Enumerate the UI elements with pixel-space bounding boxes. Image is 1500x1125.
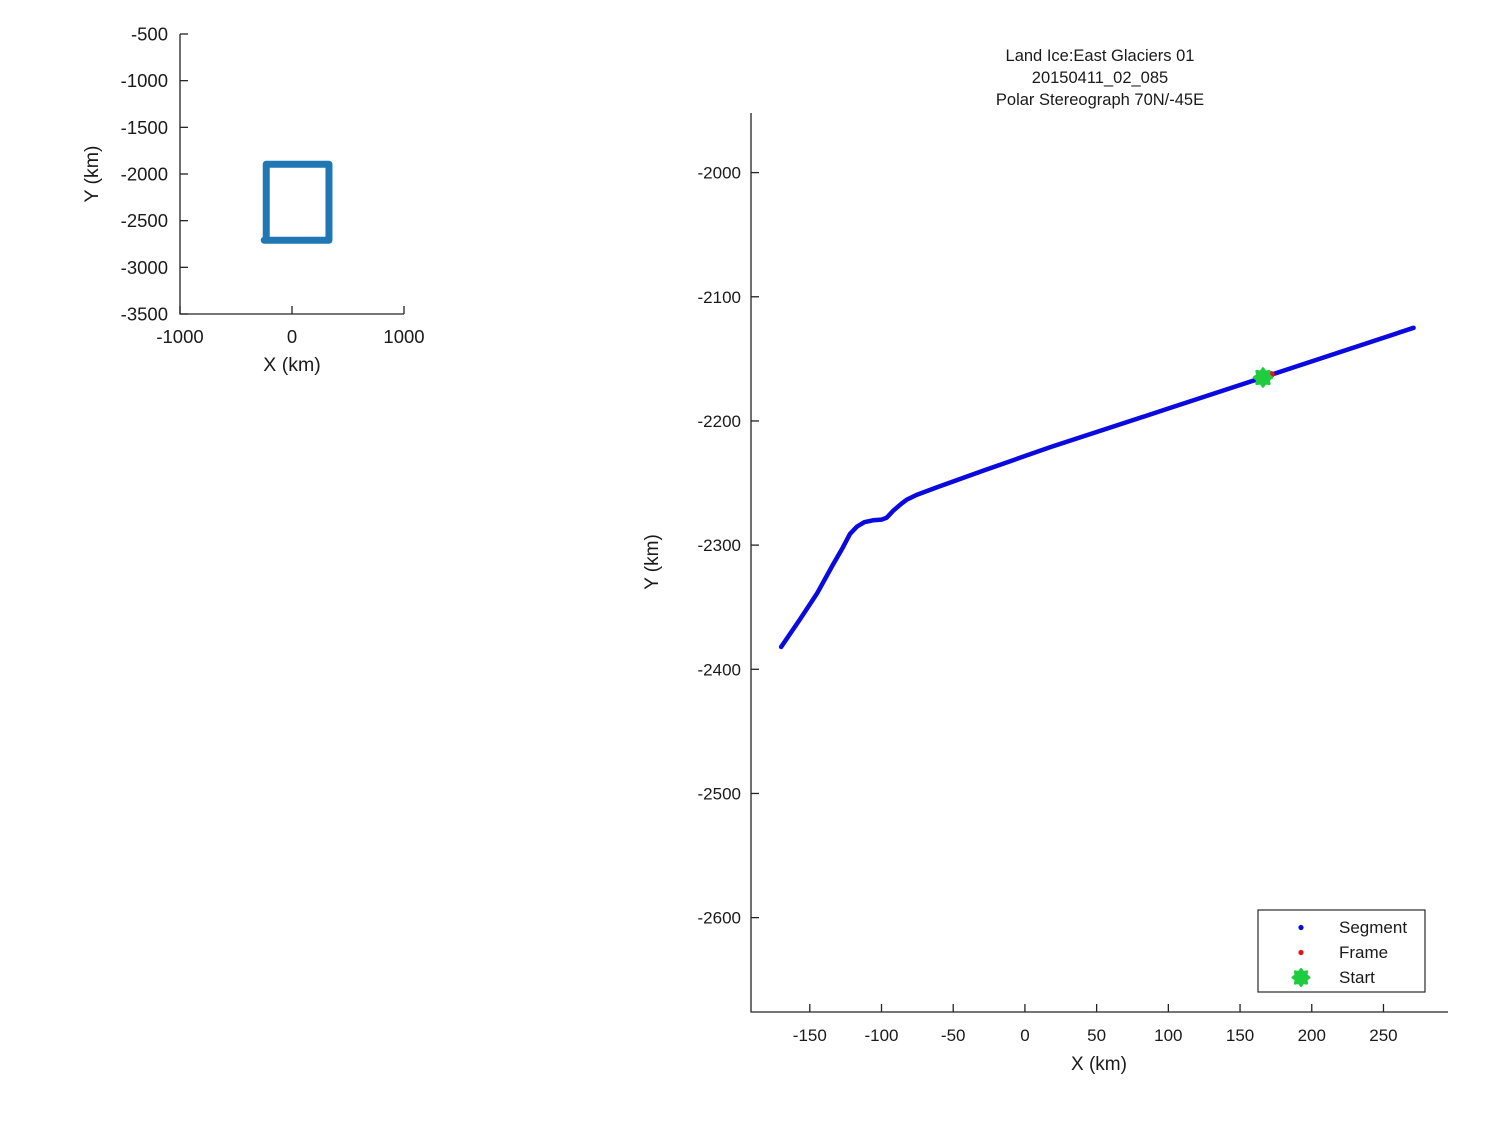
- track-markers: [1252, 367, 1275, 388]
- legend-label-start: Start: [1339, 968, 1375, 987]
- y-tick-label: -2200: [698, 412, 741, 431]
- start-marker: [1252, 367, 1274, 388]
- x-tick-label: 250: [1369, 1026, 1397, 1045]
- y-tick-label: -2600: [698, 909, 741, 928]
- y-tick-label: -2000: [698, 164, 741, 183]
- legend: Segment Frame Start: [1257, 909, 1426, 993]
- track-axes: -2000 -2100 -2200 -2300 -2400 -2500 -2600 -150 -…: [698, 113, 1448, 1045]
- axis-spines: [750, 113, 1448, 1013]
- y-tick-label: -2400: [698, 660, 741, 679]
- y-tick-label: -2300: [698, 536, 741, 555]
- y-tick-label: -1500: [121, 117, 168, 138]
- x-tick-label: 0: [1020, 1026, 1029, 1045]
- track-chart: Land Ice:East Glaciers 01 20150411_02_08…: [642, 47, 1448, 1075]
- x-tick-label: 50: [1087, 1026, 1106, 1045]
- x-tick-label: -150: [793, 1026, 827, 1045]
- overview-y-axis-label: Y (km): [81, 145, 103, 202]
- x-tick-label: 100: [1154, 1026, 1182, 1045]
- segment-track-line: [778, 325, 1416, 650]
- track-series: [778, 325, 1416, 650]
- coverage-outline-line: [260, 160, 333, 244]
- legend-label-segment: Segment: [1339, 918, 1407, 937]
- axis-spines: [179, 34, 404, 315]
- y-tick-label: -2500: [121, 210, 168, 231]
- overview-axes: -500-1000-1500-2000-2500-3000-3500-1000 0…: [121, 24, 425, 348]
- x-tick-label: 200: [1298, 1026, 1326, 1045]
- y-tick-label: -1000: [121, 70, 168, 91]
- x-tick-label: 0: [287, 326, 297, 347]
- legend-markers: [1291, 924, 1311, 988]
- chart-title-line-3: Polar Stereograph 70N/-45E: [996, 91, 1204, 109]
- overview-series: [260, 160, 333, 244]
- chart-title-line-2: 20150411_02_085: [1032, 69, 1168, 87]
- y-tick-label: -500: [131, 24, 168, 45]
- x-tick-label: -100: [864, 1026, 898, 1045]
- legend-frame-marker-icon: [1298, 949, 1304, 956]
- y-tick-label: -2100: [698, 288, 741, 307]
- legend-box: [1257, 909, 1426, 993]
- y-tick-label: -2500: [698, 784, 741, 803]
- x-tick-label: -50: [941, 1026, 966, 1045]
- y-tick-label: -3500: [121, 304, 168, 325]
- track-x-axis-label: X (km): [1071, 1054, 1127, 1075]
- y-tick-label: -2000: [121, 164, 168, 185]
- overview-x-axis-label: X (km): [263, 354, 320, 376]
- x-tick-label: -1000: [156, 326, 203, 347]
- track-y-axis-label: Y (km): [642, 534, 663, 590]
- x-tick-label: 150: [1226, 1026, 1254, 1045]
- chart-title-line-1: Land Ice:East Glaciers 01: [1006, 47, 1195, 65]
- y-tick-label: -3000: [121, 257, 168, 278]
- legend-segment-marker-icon: [1298, 924, 1304, 931]
- legend-label-frame: Frame: [1339, 943, 1388, 962]
- overview-chart: -500-1000-1500-2000-2500-3000-3500-1000 0…: [81, 24, 425, 377]
- x-tick-label: 1000: [383, 326, 424, 347]
- legend-start-marker-icon: [1291, 967, 1311, 988]
